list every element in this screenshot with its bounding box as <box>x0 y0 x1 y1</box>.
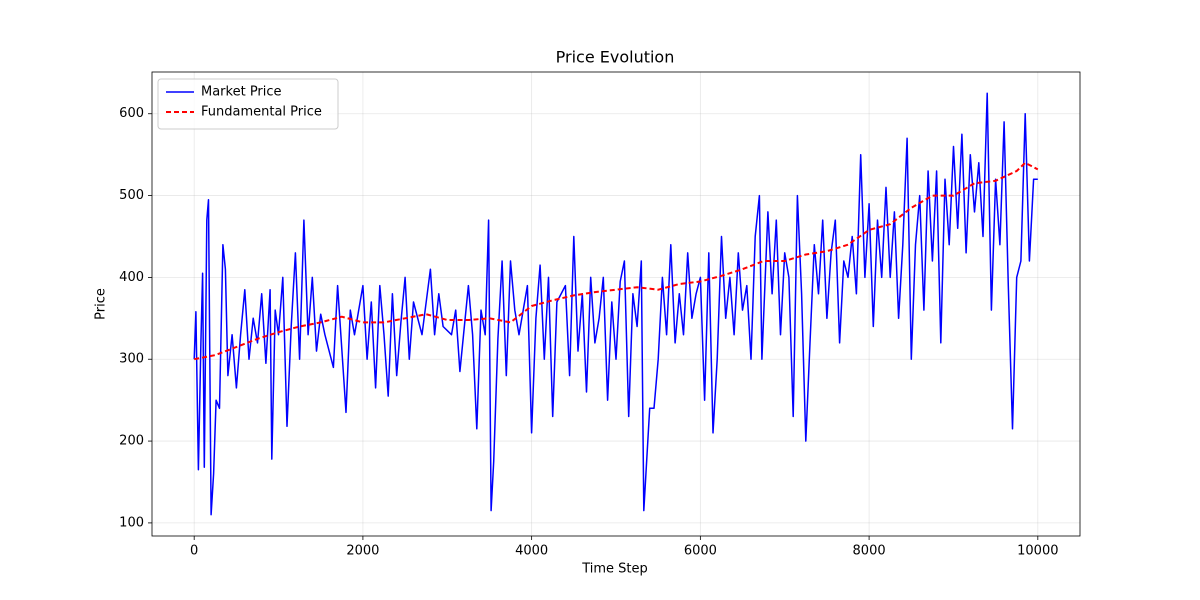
series-line <box>193 92 1038 516</box>
legend-label: Fundamental Price <box>201 105 322 120</box>
x-tick-label: 2000 <box>346 544 379 559</box>
plot-frame <box>151 71 1081 537</box>
y-tick-label: 400 <box>119 270 144 285</box>
y-tick-label: 100 <box>119 515 144 530</box>
legend-label: Market Price <box>201 85 282 100</box>
legend-box <box>157 78 339 130</box>
legend: Market Price Fundamental Price <box>157 78 339 130</box>
x-axis-label: Time Step <box>581 562 648 577</box>
x-tick-label: 4000 <box>515 544 548 559</box>
x-tick-label: 6000 <box>684 544 717 559</box>
x-tick-label: 10000 <box>1017 544 1058 559</box>
y-tick-label: 600 <box>119 106 144 121</box>
y-tick-label: 200 <box>119 434 144 449</box>
x-tick-label: 0 <box>190 544 198 559</box>
y-axis-label: Price <box>94 288 109 320</box>
chart-title: Price Evolution <box>556 48 675 67</box>
y-tick-label: 300 <box>119 352 144 367</box>
x-tick-label: 8000 <box>853 544 886 559</box>
series-line <box>194 161 1039 361</box>
y-tick-label: 500 <box>119 188 144 203</box>
